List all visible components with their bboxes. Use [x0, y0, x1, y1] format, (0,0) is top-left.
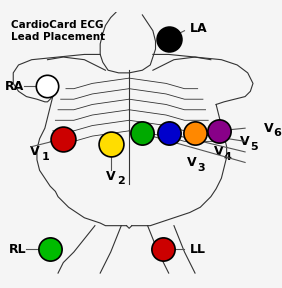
Point	[217, 128, 221, 133]
Point	[166, 36, 171, 41]
Text: CardioCard ECG
Lead Placement: CardioCard ECG Lead Placement	[11, 20, 105, 42]
Point	[45, 84, 50, 88]
Text: 4: 4	[224, 152, 231, 162]
Text: LL: LL	[190, 243, 206, 256]
Text: 6: 6	[274, 128, 281, 139]
Text: V: V	[187, 156, 197, 169]
Text: LA: LA	[190, 22, 207, 35]
Text: RL: RL	[9, 243, 27, 256]
Point	[193, 131, 197, 136]
Text: V: V	[264, 122, 273, 135]
Point	[61, 137, 65, 141]
Text: RA: RA	[5, 79, 24, 92]
Text: V: V	[240, 135, 250, 148]
Text: 1: 1	[42, 152, 50, 162]
Text: V: V	[106, 170, 116, 183]
Point	[140, 131, 145, 136]
Point	[166, 131, 171, 136]
Text: V: V	[30, 145, 39, 158]
Text: V: V	[213, 145, 223, 158]
Point	[161, 247, 166, 252]
Point	[48, 247, 52, 252]
Text: 2: 2	[117, 176, 125, 185]
Point	[109, 142, 113, 146]
Text: 5: 5	[250, 142, 257, 152]
Text: 3: 3	[197, 163, 205, 173]
